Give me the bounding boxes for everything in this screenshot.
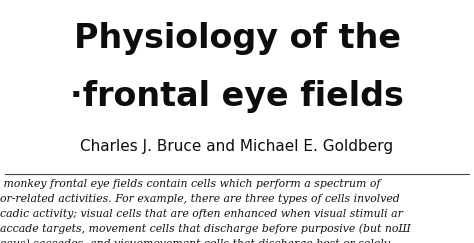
Text: Charles J. Bruce and Michael E. Goldberg: Charles J. Bruce and Michael E. Goldberg xyxy=(81,139,393,154)
Text: cadic activity; visual cells that are often enhanced when visual stimuli ar: cadic activity; visual cells that are of… xyxy=(0,209,403,219)
Text: or-related activities. For example, there are three types of cells involved: or-related activities. For example, ther… xyxy=(0,194,400,204)
Text: Physiology of the: Physiology of the xyxy=(73,22,401,55)
Text: accade targets, movement cells that discharge before purposive (but noШ: accade targets, movement cells that disc… xyxy=(0,224,411,234)
Text: ·frontal eye fields: ·frontal eye fields xyxy=(70,80,404,113)
Text: eous) saccades, and visuomovement cells that discharge best or solely: eous) saccades, and visuomovement cells … xyxy=(0,239,390,243)
Text: monkey frontal eye fields contain cells which perform a spectrum of: monkey frontal eye fields contain cells … xyxy=(0,179,380,189)
